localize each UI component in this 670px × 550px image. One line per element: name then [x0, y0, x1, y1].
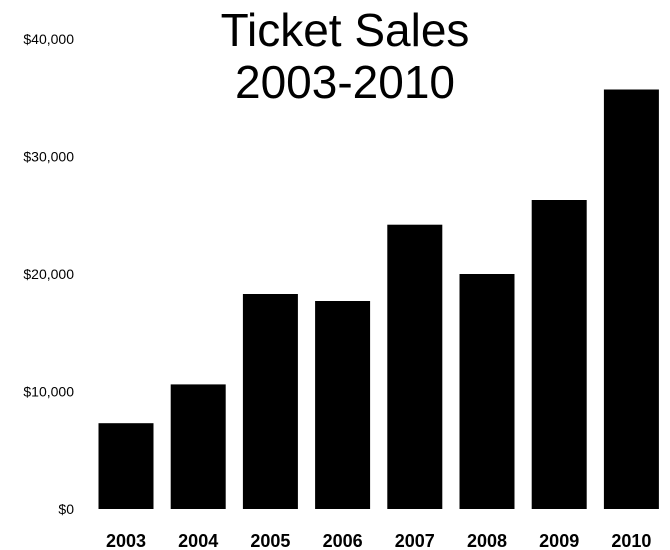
- bar-2010: [603, 89, 659, 509]
- y-tick-label: $0: [58, 501, 74, 517]
- bar-2006: [315, 301, 371, 509]
- bar-2009: [531, 200, 587, 509]
- bar-2007: [387, 224, 443, 509]
- x-tick-label: 2004: [178, 531, 218, 550]
- x-tick-label: 2009: [539, 531, 579, 550]
- x-tick-label: 2006: [323, 531, 363, 550]
- chart-title: Ticket Sales 2003-2010: [195, 4, 495, 108]
- x-tick-label: 2010: [611, 531, 651, 550]
- chart-title-line-1: Ticket Sales: [220, 4, 470, 56]
- y-axis: $0 $10,000 $20,000 $30,000 $40,000: [23, 31, 74, 517]
- bar-2004: [170, 384, 226, 509]
- x-tick-label: 2003: [106, 531, 146, 550]
- y-tick-label: $20,000: [23, 266, 74, 282]
- y-tick-label: $40,000: [23, 31, 74, 47]
- x-axis: 2003 2004 2005 2006 2007 2008 2009 2010: [106, 531, 651, 550]
- x-tick-label: 2008: [467, 531, 507, 550]
- x-tick-label: 2007: [395, 531, 435, 550]
- x-tick-label: 2005: [250, 531, 290, 550]
- chart-title-line-2: 2003-2010: [235, 56, 455, 108]
- y-tick-label: $30,000: [23, 149, 74, 165]
- bar-2008: [459, 274, 515, 509]
- bar-2003: [98, 423, 154, 509]
- bars: [98, 89, 659, 509]
- bar-2005: [242, 294, 298, 509]
- y-tick-label: $10,000: [23, 384, 74, 400]
